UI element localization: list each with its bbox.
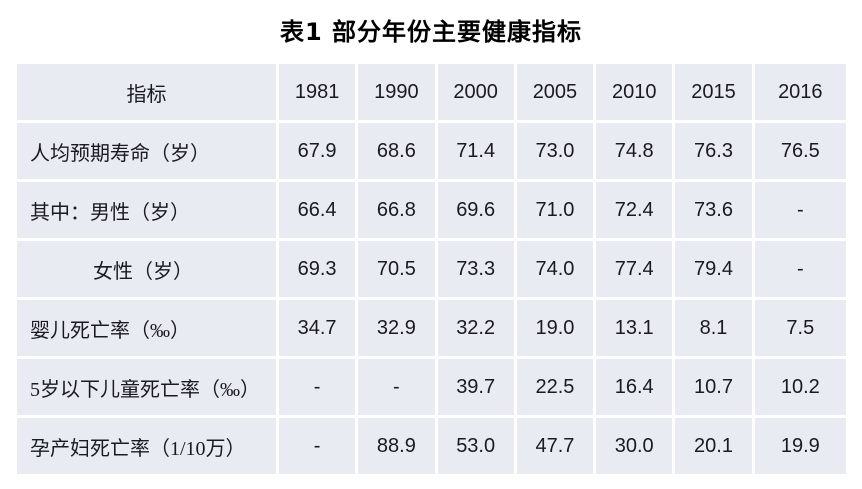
value-cell: 10.7	[675, 359, 752, 415]
value-cell: 71.4	[437, 123, 514, 179]
value-cell: -	[754, 182, 846, 238]
table-row: 婴儿死亡率（‰） 34.7 32.9 32.2 19.0 13.1 8.1 7.5	[17, 300, 846, 356]
value-cell: -	[278, 418, 356, 474]
table-row: 其中：男性（岁） 66.4 66.8 69.6 71.0 72.4 73.6-	[17, 182, 846, 238]
value-cell: 74.8	[596, 123, 673, 179]
header-row: 指标 1981 1990 2000 2005 2010 2015 2016	[17, 64, 846, 120]
column-header-indicator: 指标	[17, 64, 276, 120]
value-cell: 76.3	[675, 123, 752, 179]
row-label: 其中：男性（岁）	[17, 182, 276, 238]
value-cell: 74.0	[516, 241, 594, 297]
table-body: 人均预期寿命（岁） 67.9 68.6 71.4 73.0 74.8 76.3 76.5 其中：…	[17, 123, 846, 474]
value-cell: 67.9	[278, 123, 356, 179]
row-label: 婴儿死亡率（‰）	[17, 300, 276, 356]
table-row: 5岁以下儿童死亡率（‰） - -39.7 22.5 16.4 10.7 10.2	[17, 359, 846, 415]
value-cell: 66.8	[358, 182, 435, 238]
row-label: 女性（岁）	[17, 241, 276, 297]
value-cell: 34.7	[278, 300, 356, 356]
value-cell: 76.5	[754, 123, 846, 179]
value-cell: 7.5	[754, 300, 846, 356]
table-header-row: 指标 1981 1990 2000 2005 2010 2015 2016	[17, 64, 846, 120]
column-header-year: 2016	[754, 64, 846, 120]
value-cell: 47.7	[516, 418, 594, 474]
value-cell: 66.4	[278, 182, 356, 238]
value-cell: 32.9	[358, 300, 435, 356]
value-cell: 19.9	[754, 418, 846, 474]
value-cell: 53.0	[437, 418, 514, 474]
column-header-year: 2005	[516, 64, 594, 120]
value-cell: -	[278, 359, 356, 415]
value-cell: 16.4	[596, 359, 673, 415]
value-cell: 22.5	[516, 359, 594, 415]
value-cell: 88.9	[358, 418, 435, 474]
value-cell: 73.6	[675, 182, 752, 238]
value-cell: 79.4	[675, 241, 752, 297]
value-cell: 13.1	[596, 300, 673, 356]
value-cell: 19.0	[516, 300, 594, 356]
table-row: 女性（岁） 69.3 70.5 73.3 74.0 77.4 79.4-	[17, 241, 846, 297]
table-row: 人均预期寿命（岁） 67.9 68.6 71.4 73.0 74.8 76.3 76.5	[17, 123, 846, 179]
table-title: 表1 部分年份主要健康指标	[279, 18, 583, 46]
value-cell: 8.1	[675, 300, 752, 356]
value-cell: -	[754, 241, 846, 297]
column-header-year: 1981	[278, 64, 356, 120]
health-indicators-table: 指标 1981 1990 2000 2005 2010 2015 2016 人均预期寿命（岁）…	[14, 61, 849, 477]
value-cell: 68.6	[358, 123, 435, 179]
value-cell: 39.7	[437, 359, 514, 415]
value-cell: 32.2	[437, 300, 514, 356]
value-cell: 73.3	[437, 241, 514, 297]
value-cell: 69.3	[278, 241, 356, 297]
column-header-year: 2000	[437, 64, 514, 120]
column-header-year: 2015	[675, 64, 752, 120]
row-label: 孕产妇死亡率（1/10万）	[17, 418, 276, 474]
column-header-year: 1990	[358, 64, 435, 120]
value-cell: -	[358, 359, 435, 415]
value-cell: 30.0	[596, 418, 673, 474]
value-cell: 72.4	[596, 182, 673, 238]
row-label: 人均预期寿命（岁）	[17, 123, 276, 179]
value-cell: 73.0	[516, 123, 594, 179]
column-header-year: 2010	[596, 64, 673, 120]
value-cell: 70.5	[358, 241, 435, 297]
row-label: 5岁以下儿童死亡率（‰）	[17, 359, 276, 415]
value-cell: 77.4	[596, 241, 673, 297]
value-cell: 69.6	[437, 182, 514, 238]
table-row: 孕产妇死亡率（1/10万） -88.9 53.0 47.7 30.0 20.1 19.9	[17, 418, 846, 474]
value-cell: 10.2	[754, 359, 846, 415]
value-cell: 20.1	[675, 418, 752, 474]
value-cell: 71.0	[516, 182, 594, 238]
